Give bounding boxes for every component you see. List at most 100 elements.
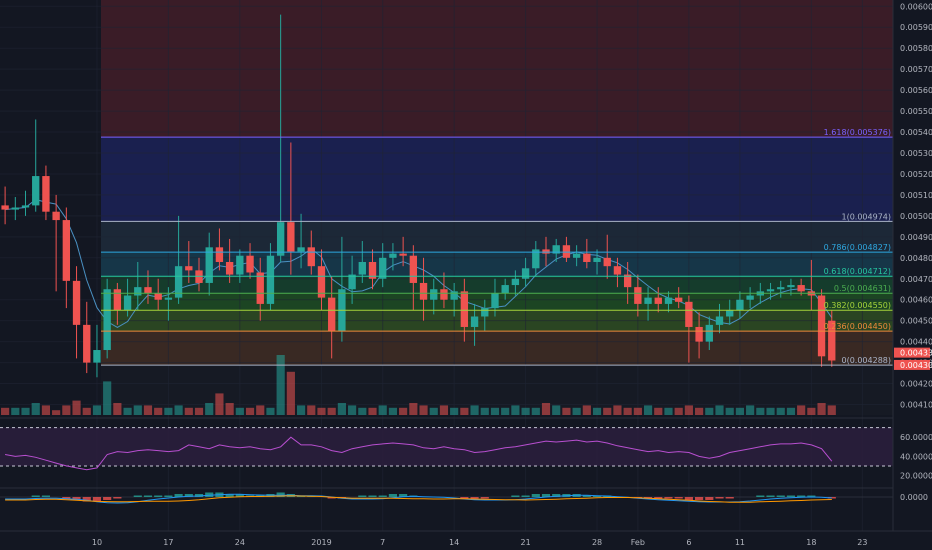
candle-body [695, 326, 703, 342]
candle-body [501, 285, 509, 294]
volume-bar [552, 405, 561, 415]
macd-signal [5, 495, 832, 503]
volume-bar [399, 407, 408, 415]
volume-bar [317, 407, 326, 415]
candle [470, 303, 479, 346]
volume-bar [62, 405, 71, 415]
fib-label: 0.382(0.004550) [824, 301, 891, 310]
volume-bar [470, 405, 479, 415]
candle [481, 299, 489, 332]
candle [62, 207, 71, 309]
volume-bar [31, 403, 40, 415]
candle-body [123, 295, 132, 311]
candle-body [440, 289, 448, 300]
volume-bar [633, 407, 642, 415]
candle-body [542, 249, 550, 254]
volume-bar [388, 407, 398, 415]
candle [817, 289, 826, 367]
candle [93, 324, 101, 378]
candle-body [828, 320, 836, 361]
rsi-tick-label: 40.0000 [900, 452, 932, 461]
volume-bar [725, 407, 734, 415]
volume-bar [756, 407, 765, 415]
macd-bar [684, 497, 693, 500]
candle-body [246, 255, 254, 273]
volume-bar [592, 407, 602, 415]
time-tick-label: 18 [806, 538, 816, 547]
volume-bar [664, 407, 673, 415]
candle-body [358, 261, 366, 275]
macd-bar [41, 495, 51, 497]
fib-label: 0.5(0.004631) [834, 284, 891, 293]
volume-bars [1, 355, 836, 415]
candle-body [297, 247, 305, 252]
candle-body [766, 289, 775, 292]
volume-bar [521, 407, 530, 415]
volume-bar [511, 405, 520, 415]
macd-bar [582, 495, 591, 497]
macd-bar [664, 497, 673, 499]
candle [72, 266, 81, 359]
candle [430, 278, 438, 315]
candle-body [491, 293, 499, 309]
volume-bar [684, 405, 693, 415]
candle [664, 291, 673, 313]
macd-bar [82, 497, 91, 502]
fib-zone [101, 137, 893, 222]
candle-body [481, 308, 489, 317]
candle-body [409, 255, 418, 283]
candle-body [613, 266, 622, 275]
candle [603, 234, 611, 279]
macd-bar [62, 497, 71, 499]
time-tick-label: 24 [235, 538, 245, 547]
time-tick-label: 7 [380, 538, 385, 547]
macd-bar [72, 497, 81, 500]
volume-bar [613, 405, 622, 415]
volume-bar [674, 407, 683, 415]
volume-bar [82, 407, 91, 415]
candle-body [134, 287, 142, 296]
volume-bar [205, 403, 214, 415]
volume-bar [378, 405, 387, 415]
volume-bar [245, 407, 255, 415]
fib-label: 1.618(0.005376) [824, 128, 891, 137]
macd-bar [103, 497, 112, 500]
candle-body [317, 266, 326, 298]
macd-bar [807, 495, 816, 497]
volume-bar [419, 405, 428, 415]
candle [634, 274, 642, 317]
candle-body [603, 257, 611, 267]
candle [828, 310, 836, 367]
volume-bar [235, 407, 244, 415]
time-axis[interactable]: 10 17 24 2019 7 14 21 28 Feb 6 11 18 23 [0, 530, 932, 547]
fib-zone [101, 276, 893, 294]
macd-bar [766, 495, 775, 497]
candle-body [144, 287, 152, 294]
volume-bar [603, 407, 612, 415]
volume-bar [1, 407, 10, 415]
candle-body [93, 350, 101, 363]
volume-bar [695, 407, 704, 415]
time-tick-label: 21 [521, 538, 531, 547]
candle [32, 119, 40, 212]
candle-body [21, 205, 30, 208]
macd-bar [113, 497, 122, 499]
macd-bar [399, 494, 408, 497]
macd-bar [378, 495, 387, 497]
time-tick-label: 10 [92, 538, 102, 547]
rsi-tick-label: 20.0000 [900, 472, 932, 481]
candle [736, 291, 744, 319]
volume-bar [266, 407, 275, 415]
volume-bar [296, 405, 306, 415]
macd-bar [695, 497, 704, 500]
